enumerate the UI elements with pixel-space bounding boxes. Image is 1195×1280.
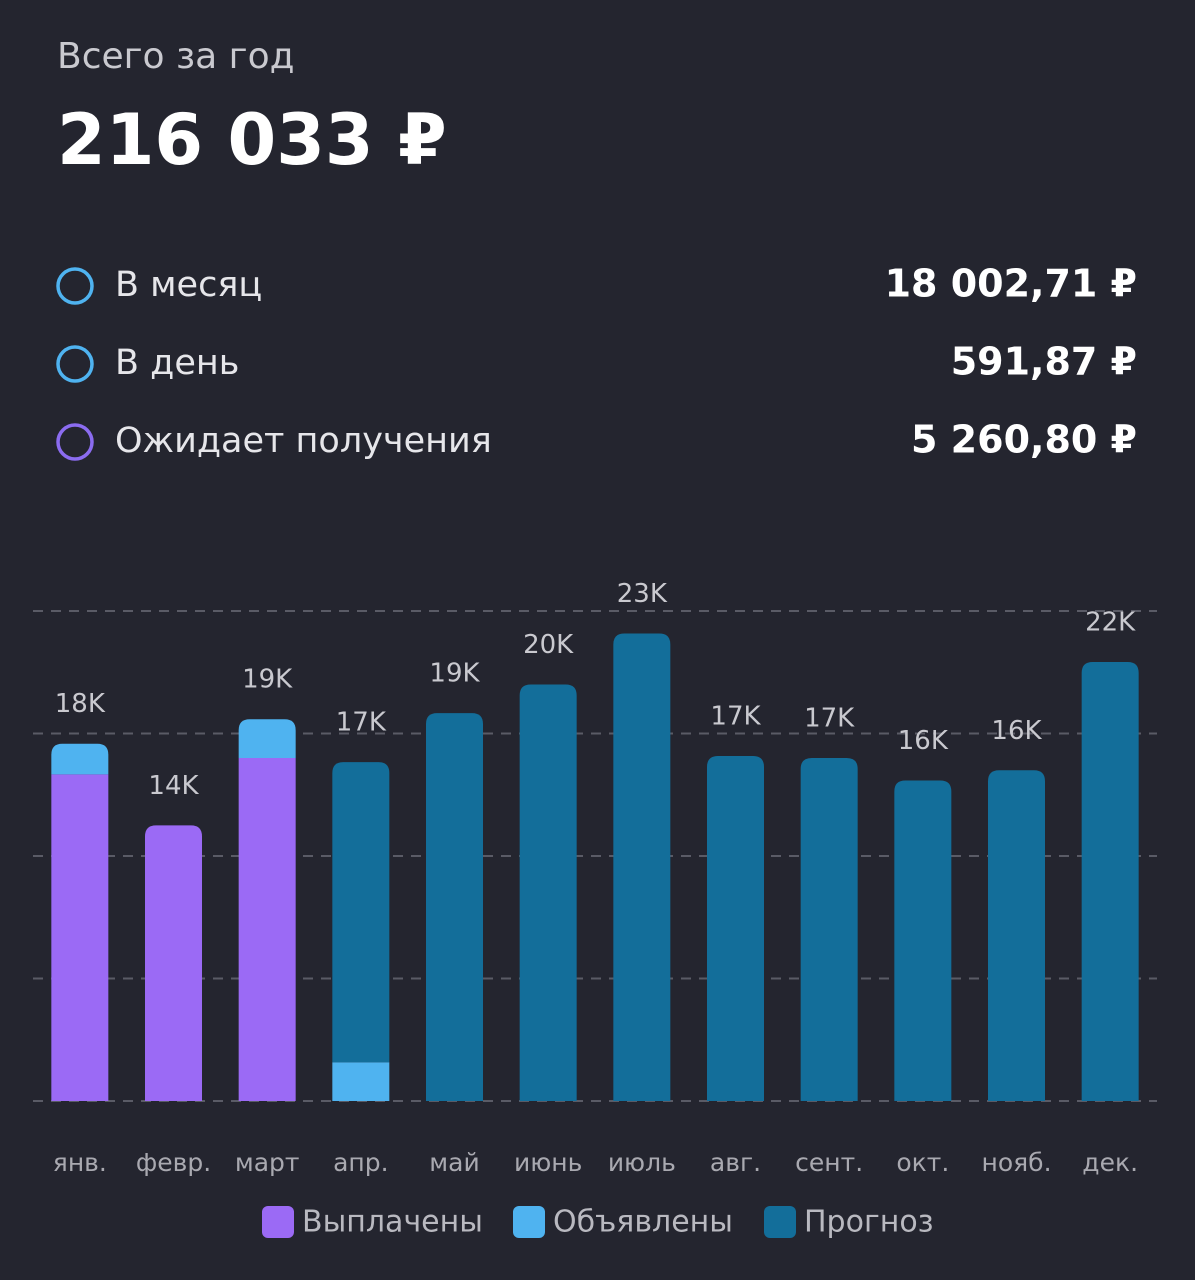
total-label: 20K bbox=[523, 630, 574, 660]
total-label: 16K bbox=[898, 726, 949, 756]
stat-value: 18 002,71 ₽ bbox=[885, 262, 1137, 306]
total-label: 23K bbox=[617, 579, 668, 609]
title: Всего за год bbox=[57, 36, 295, 77]
legend-swatch bbox=[513, 1206, 545, 1238]
total-label: 17K bbox=[804, 704, 855, 734]
bar-segment bbox=[613, 633, 671, 1101]
bar-segment bbox=[51, 774, 109, 1101]
total: 216 033 ₽ bbox=[57, 99, 447, 181]
legend-label: Объявлены bbox=[553, 1205, 733, 1240]
x-tick-label: дек. bbox=[1082, 1148, 1138, 1177]
stat-marker bbox=[56, 267, 94, 305]
legend-swatch bbox=[262, 1206, 294, 1238]
total-label: 16K bbox=[991, 716, 1042, 746]
x-tick-label: апр. bbox=[333, 1148, 388, 1177]
x-tick-label: февр. bbox=[136, 1148, 211, 1177]
stat-label: В день bbox=[115, 343, 239, 383]
stat-label: В месяц bbox=[115, 265, 262, 305]
total-label: 18K bbox=[55, 689, 106, 719]
x-tick-label: авг. bbox=[710, 1148, 761, 1177]
bar-segment bbox=[800, 758, 858, 1101]
x-tick-label: март bbox=[235, 1148, 300, 1177]
x-tick-label: окт. bbox=[896, 1148, 949, 1177]
stat-marker bbox=[56, 423, 94, 461]
bar-segment bbox=[145, 825, 202, 1101]
x-tick-label: июнь bbox=[514, 1148, 582, 1177]
bar-segment bbox=[519, 684, 577, 1101]
bar-segment bbox=[1081, 662, 1139, 1101]
legend-swatch bbox=[764, 1206, 796, 1238]
stat-value: 5 260,80 ₽ bbox=[911, 418, 1137, 462]
bar-segment bbox=[238, 719, 296, 758]
total-label: 19K bbox=[242, 665, 293, 695]
bar-segment bbox=[51, 743, 109, 775]
bar-segment bbox=[332, 762, 390, 1063]
bar-segment bbox=[988, 770, 1045, 1101]
x-tick-label: сент. bbox=[795, 1148, 863, 1177]
bar-segment bbox=[332, 1062, 390, 1101]
bar-segment bbox=[894, 780, 952, 1101]
bar-segment bbox=[238, 758, 296, 1101]
total-label: 17K bbox=[336, 708, 387, 738]
total-label: 14K bbox=[148, 771, 199, 801]
total-label: 19K bbox=[429, 659, 480, 689]
bar-segment bbox=[707, 755, 764, 1101]
stat-value: 591,87 ₽ bbox=[951, 340, 1137, 384]
bar-segment bbox=[426, 713, 483, 1101]
x-tick-label: июль bbox=[608, 1148, 676, 1177]
stat-label: Ожидает получения bbox=[115, 421, 492, 461]
stat-marker bbox=[56, 345, 94, 383]
legend-label: Выплачены bbox=[302, 1205, 483, 1240]
total-label: 17K bbox=[710, 701, 761, 731]
x-tick-label: нояб. bbox=[981, 1148, 1051, 1177]
legend-label: Прогноз bbox=[804, 1205, 934, 1240]
x-tick-label: янв. bbox=[53, 1148, 107, 1177]
x-tick-label: май bbox=[429, 1148, 479, 1177]
total-label: 22K bbox=[1085, 608, 1136, 638]
